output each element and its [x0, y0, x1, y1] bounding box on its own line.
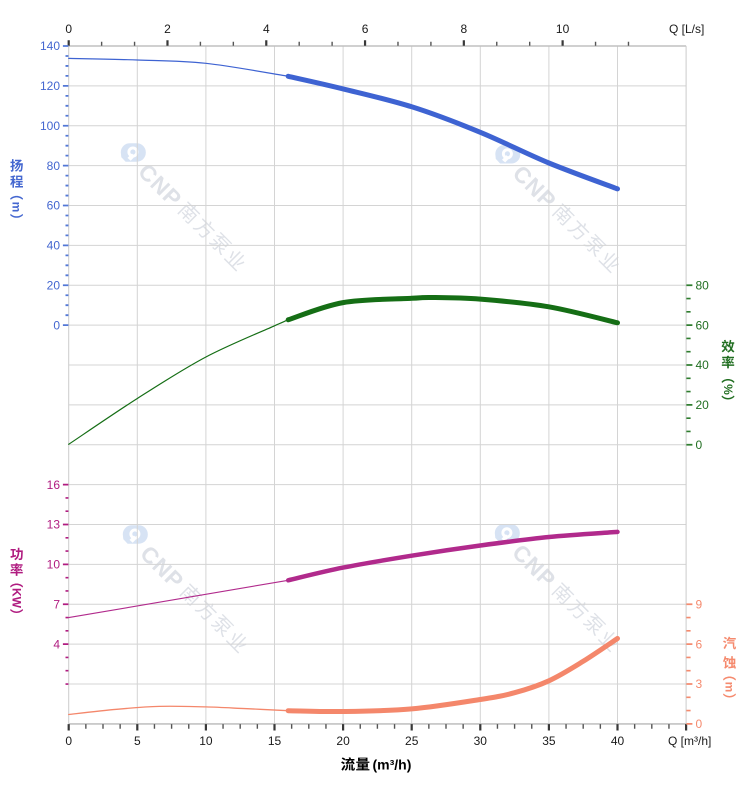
- svg-text:Q [L/s]: Q [L/s]: [669, 22, 704, 36]
- svg-text:0: 0: [696, 717, 703, 731]
- svg-text:Q [m³/h]: Q [m³/h]: [668, 734, 711, 748]
- svg-text:0: 0: [65, 734, 72, 748]
- svg-text:30: 30: [474, 734, 488, 748]
- svg-text:6: 6: [696, 637, 703, 651]
- svg-text:10: 10: [199, 734, 213, 748]
- svg-text:KW: KW: [10, 588, 24, 609]
- svg-text:0: 0: [65, 22, 72, 36]
- svg-text:m: m: [10, 202, 24, 213]
- svg-text:0: 0: [696, 438, 703, 452]
- svg-text:13: 13: [47, 518, 61, 532]
- svg-text:10: 10: [556, 22, 570, 36]
- svg-text:6: 6: [362, 22, 369, 36]
- svg-text:m: m: [723, 682, 737, 693]
- svg-text:40: 40: [47, 239, 61, 253]
- svg-text:4: 4: [53, 637, 60, 651]
- svg-text:20: 20: [47, 279, 61, 293]
- svg-text:9: 9: [696, 598, 703, 612]
- svg-text:4: 4: [263, 22, 270, 36]
- svg-text:40: 40: [611, 734, 625, 748]
- svg-text:120: 120: [40, 79, 60, 93]
- svg-text:140: 140: [40, 39, 60, 53]
- svg-text:2: 2: [164, 22, 171, 36]
- svg-text:7: 7: [53, 598, 60, 612]
- svg-text:(m³/h): (m³/h): [373, 757, 412, 773]
- svg-text:20: 20: [696, 398, 710, 412]
- svg-text:5: 5: [134, 734, 141, 748]
- svg-text:16: 16: [47, 478, 61, 492]
- svg-text:%: %: [721, 384, 735, 395]
- svg-text:25: 25: [405, 734, 419, 748]
- svg-text:40: 40: [696, 358, 710, 372]
- svg-text:0: 0: [53, 318, 60, 332]
- svg-text:35: 35: [542, 734, 556, 748]
- svg-text:8: 8: [460, 22, 467, 36]
- svg-text:100: 100: [40, 119, 60, 133]
- svg-text:3: 3: [696, 677, 703, 691]
- svg-text:20: 20: [336, 734, 350, 748]
- svg-text:60: 60: [696, 318, 710, 332]
- svg-text:80: 80: [696, 279, 710, 293]
- svg-text:15: 15: [268, 734, 282, 748]
- svg-text:10: 10: [47, 558, 61, 572]
- svg-text:60: 60: [47, 199, 61, 213]
- svg-text:80: 80: [47, 159, 61, 173]
